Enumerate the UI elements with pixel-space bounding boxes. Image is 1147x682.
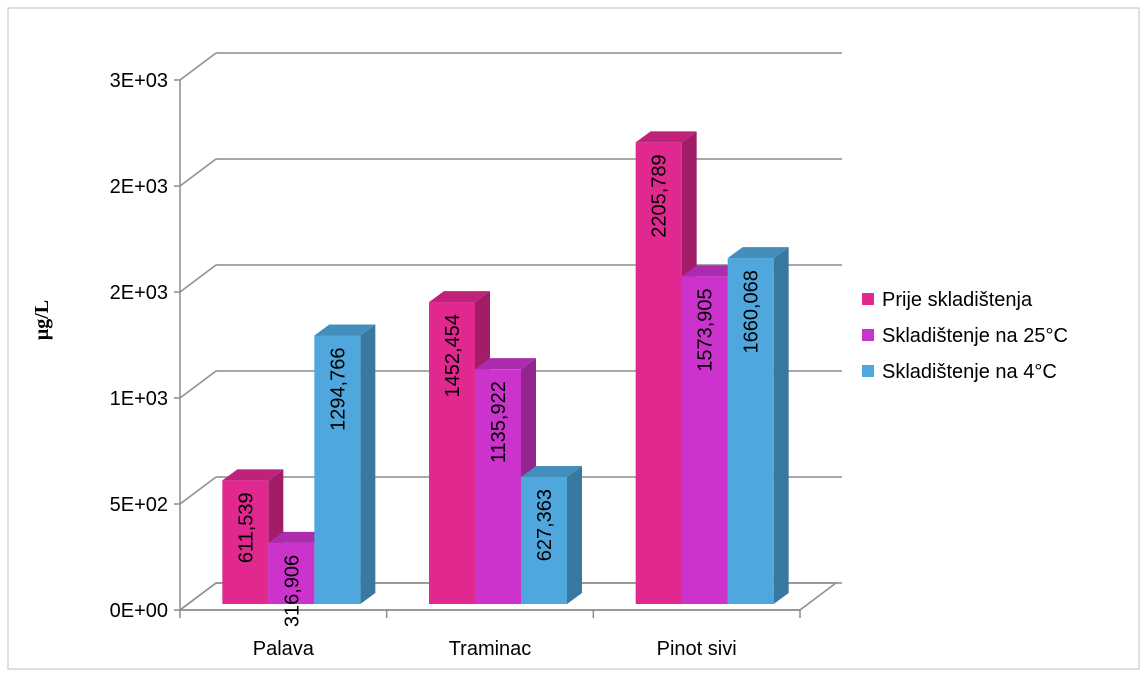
bar-side: [360, 324, 376, 604]
x-tick-label: Pinot sivi: [657, 638, 737, 660]
data-label: 1660,068: [741, 270, 763, 353]
data-label: 1294,766: [327, 348, 349, 431]
bar-front: [681, 276, 728, 604]
bar-top: [222, 469, 284, 481]
data-label: 316,906: [281, 555, 303, 627]
x-axis: Palava Traminac Pinot sivi: [179, 609, 801, 660]
y-tick-label: 5E+02: [110, 494, 168, 516]
gridline-side: [179, 370, 217, 399]
legend-label: Skladištenje na 25°C: [882, 325, 1068, 347]
bar-top: [681, 265, 743, 277]
bar: 316,906: [268, 531, 330, 627]
x-tick-label: Traminac: [449, 638, 532, 660]
y-tick-label: 2E+03: [110, 282, 168, 304]
data-label: 1135,922: [488, 381, 510, 463]
legend: Prije skladištenja Skladištenje na 25°C Sk…: [862, 289, 1068, 383]
y-axis-label: μg/L: [31, 300, 53, 340]
y-tick-label: 1E+03: [110, 388, 168, 410]
bar-front: [475, 369, 521, 604]
bar-front: [635, 142, 682, 604]
bar-top: [475, 358, 536, 370]
bar-front: [268, 542, 315, 604]
bar-side: [567, 465, 582, 604]
y-axis: 0E+00 5E+02 1E+03 2E+03 2E+03 3E+03: [110, 70, 181, 622]
data-label: 627,363: [534, 489, 556, 561]
data-label: 611,539: [235, 492, 257, 563]
bar: 1660,068: [727, 247, 789, 604]
gridline-side: [179, 158, 217, 187]
legend-label: Prije skladištenja: [882, 289, 1033, 311]
data-label: 2205,789: [649, 154, 671, 237]
data-label: 1573,905: [695, 288, 717, 371]
bar-top: [521, 465, 582, 477]
bar-side: [773, 247, 789, 604]
data-label: 1452,454: [442, 314, 464, 397]
bar: 1294,766: [314, 324, 376, 604]
x-tick-label: Palava: [253, 638, 315, 660]
bar-front: [314, 335, 361, 604]
bar-front: [727, 258, 774, 604]
bar-top: [268, 531, 330, 543]
bars: 611,539 316,906 1294,766 1452,454 1135,922 62…: [222, 131, 789, 627]
gridline-side: [179, 582, 217, 611]
gridline-side: [179, 476, 217, 505]
bar-top: [314, 324, 376, 336]
legend-label: Skladištenje na 4°C: [882, 361, 1057, 383]
legend-swatch: [862, 365, 874, 377]
bar-top: [635, 131, 697, 143]
bar-top: [429, 291, 490, 303]
legend-swatch: [862, 329, 874, 341]
gridline-side: [179, 264, 217, 293]
legend-swatch: [862, 293, 874, 305]
gridline-side: [179, 52, 217, 81]
y-tick-label: 0E+00: [110, 600, 168, 622]
y-tick-label: 3E+03: [110, 70, 168, 92]
bar-top: [727, 247, 789, 259]
bar-front: [521, 476, 567, 604]
bar: 627,363: [521, 465, 582, 604]
bar-front: [429, 302, 475, 604]
bar-front: [222, 480, 269, 604]
y-tick-label: 2E+03: [110, 176, 168, 198]
